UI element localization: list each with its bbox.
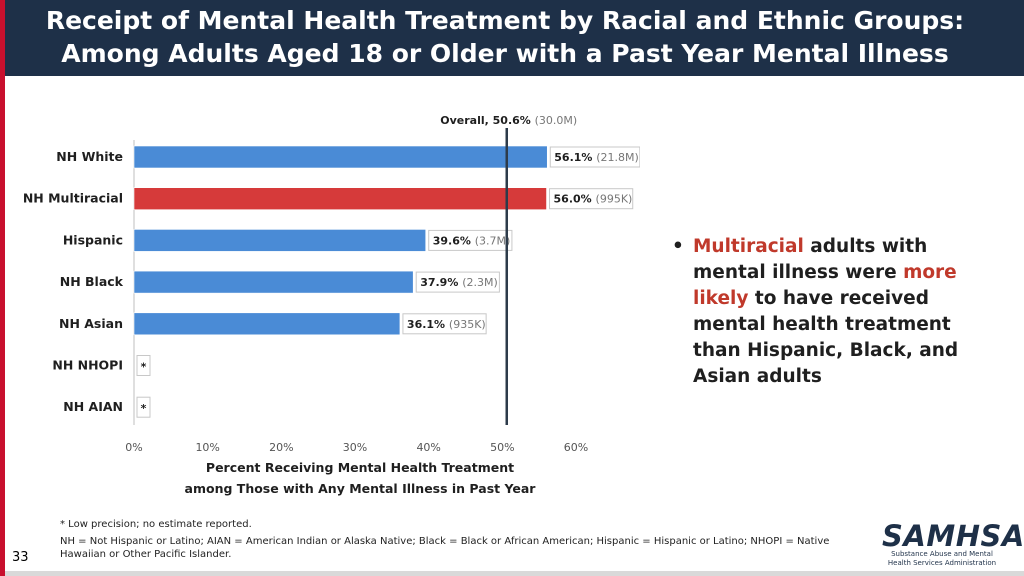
- bullet-text-2: adults with mental illness were: [693, 236, 928, 283]
- data-label: 56.1% (21.8M): [554, 151, 639, 164]
- title-line-2: Among Adults Aged 18 or Older with a Pas…: [61, 39, 949, 68]
- data-label: 56.0% (995K): [554, 193, 633, 206]
- data-label: 39.6% (3.7M): [433, 234, 511, 247]
- x-tick-label: 50%: [490, 441, 514, 454]
- bar: [133, 229, 427, 252]
- category-label: NH NHOPI: [52, 358, 123, 373]
- footnote-abbreviations: NH = Not Hispanic or Latino; AIAN = Amer…: [60, 536, 830, 560]
- data-label: 37.9% (2.3M): [420, 276, 498, 289]
- data-label-box: [402, 313, 487, 335]
- category-label: NH Asian: [59, 316, 123, 331]
- data-label: 36.1% (935K): [407, 318, 486, 331]
- x-tick-label: 0%: [125, 441, 142, 454]
- suppressed-label-box: [136, 396, 151, 418]
- logo-wordmark: SAMHSA: [882, 519, 1024, 553]
- title-bar: Receipt of Mental Health Treatment by Ra…: [0, 0, 1024, 76]
- bullet-text-4: to have received mental health treatment…: [693, 288, 959, 387]
- category-label: Hispanic: [63, 232, 123, 247]
- bar: [133, 145, 548, 169]
- x-tick-label: 10%: [195, 441, 219, 454]
- bullet-highlight-more-likely: more likely: [693, 262, 957, 309]
- suppressed-label: *: [141, 361, 147, 374]
- suppressed-label-box: [136, 355, 151, 376]
- x-tick-label: 30%: [343, 441, 367, 454]
- bar: [133, 187, 547, 210]
- slide-title: Receipt of Mental Health Treatment by Ra…: [0, 4, 1010, 70]
- x-tick-label: 60%: [564, 441, 588, 454]
- left-accent-stripe: [0, 0, 5, 576]
- bar: [133, 270, 414, 294]
- x-axis-title-line1: Percent Receiving Mental Health Treatmen…: [206, 460, 514, 475]
- x-tick-label: 20%: [269, 441, 293, 454]
- category-label: NH Black: [60, 274, 124, 289]
- title-line-1: Receipt of Mental Health Treatment by Ra…: [45, 6, 965, 35]
- category-label: NH White: [56, 149, 123, 164]
- key-finding-bullet: • Multiracial adults with mental illness…: [672, 234, 1004, 390]
- x-tick-label: 40%: [416, 441, 440, 454]
- data-label-box: [549, 188, 634, 210]
- bullet-dot-icon: •: [672, 236, 684, 257]
- x-axis-title-line2: among Those with Any Mental Illness in P…: [185, 481, 537, 496]
- page-number: 33: [12, 550, 29, 565]
- treatment-bar-chart: NH White 56.1% (21.8M) NH Multiracial 56.0%…: [23, 114, 640, 496]
- footnote-precision: * Low precision; no estimate reported.: [60, 519, 252, 530]
- bullet-highlight-multiracial: Multiracial: [693, 236, 804, 257]
- data-label-box: [428, 229, 513, 251]
- category-label: NH AIAN: [63, 399, 123, 414]
- category-label: NH Multiracial: [23, 191, 123, 206]
- data-label-box: [549, 146, 640, 168]
- overall-reference-label: Overall, 50.6% (30.0M): [440, 114, 577, 127]
- data-label-box: [415, 271, 500, 293]
- bottom-rule: [5, 571, 1024, 576]
- bullet-text: Multiracial adults with mental illness w…: [674, 234, 1004, 390]
- suppressed-label: *: [141, 402, 147, 415]
- samhsa-logo: SAMHSA Substance Abuse and Mental Health…: [882, 519, 1024, 568]
- bar: [133, 312, 401, 336]
- logo-subtitle: Substance Abuse and Mental Health Servic…: [887, 550, 997, 567]
